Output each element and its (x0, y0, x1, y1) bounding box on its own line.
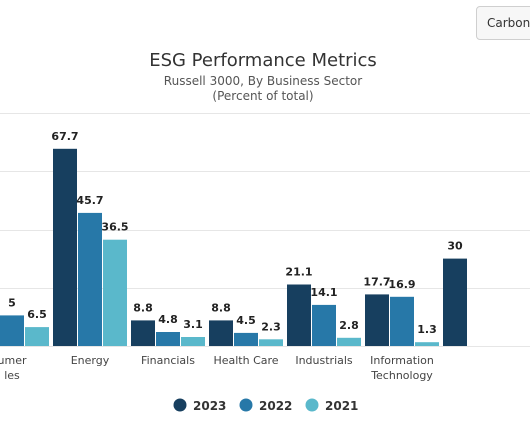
category-label: umer (0, 354, 27, 367)
bar-2023-1 (53, 148, 77, 346)
data-label-2022-2: 4.8 (158, 313, 178, 326)
category-label: Information (370, 354, 434, 367)
data-label-2023-3: 8.8 (211, 301, 231, 314)
bar-2022-3 (234, 332, 258, 346)
legend-label-2023: 2023 (193, 399, 226, 413)
category-label: Technology (370, 369, 433, 382)
category-layer: umer les Energy Financials Health Care Indust… (0, 354, 434, 382)
data-label-2023-4: 21.1 (285, 266, 312, 279)
chart-title: ESG Performance Metrics (149, 50, 377, 71)
data-label-2022-3: 4.5 (236, 314, 256, 327)
category-label: les (4, 369, 20, 382)
category-label: Energy (71, 354, 110, 367)
data-label-2022-5: 16.9 (388, 278, 415, 291)
bar-2023-3 (209, 320, 233, 346)
data-label-2021-0: 6.5 (27, 308, 47, 321)
data-label-2021-3: 2.3 (261, 320, 281, 333)
bar-2023-4 (287, 284, 311, 346)
data-label-2023-6: 30 (447, 240, 463, 253)
category-label: Industrials (295, 354, 353, 367)
bar-2022-4 (312, 304, 336, 346)
data-label-2022-0: 5 (8, 296, 16, 309)
data-label-2022-4: 14.1 (310, 286, 337, 299)
bar-2023-5 (365, 294, 389, 346)
carbon-footprint-button[interactable]: Carbon f (476, 6, 530, 40)
bar-2022-5 (390, 296, 414, 346)
legend-label-2021: 2021 (325, 399, 358, 413)
data-label-2021-4: 2.8 (339, 319, 359, 332)
data-label-2021-5: 1.3 (417, 323, 437, 336)
bar-2021-4 (337, 337, 361, 346)
bar-2022-1 (78, 212, 102, 346)
category-label: Financials (141, 354, 195, 367)
legend: 2023 2022 2021 (173, 398, 358, 413)
chart-subtitle-line-2: (Percent of total) (212, 89, 313, 103)
data-label-2022-1: 45.7 (76, 194, 103, 207)
category-label: Health Care (213, 354, 278, 367)
bar-layer (0, 148, 467, 346)
bar-2023-6 (443, 258, 467, 346)
data-label-2023-2: 8.8 (133, 301, 153, 314)
bar-2021-1 (103, 239, 127, 346)
bar-2021-5 (415, 342, 439, 346)
bar-2021-2 (181, 337, 205, 346)
legend-marker-2023 (173, 398, 187, 412)
value-layer: 67.7 8.8 8.8 21.1 17.7 30 5 45.7 4.8 4.5 14.1 16.9 6… (8, 130, 463, 336)
bar-2022-2 (156, 332, 180, 346)
data-label-2023-1: 67.7 (51, 130, 78, 143)
legend-label-2022: 2022 (259, 399, 292, 413)
data-label-2021-1: 36.5 (101, 221, 128, 234)
bar-2022-0 (0, 315, 24, 346)
data-label-2023-5: 17.7 (363, 275, 390, 288)
legend-marker-2021 (305, 398, 319, 412)
chart-subtitle-line-1: Russell 3000, By Business Sector (164, 74, 362, 88)
data-label-2021-2: 3.1 (183, 318, 203, 331)
bar-2023-2 (131, 320, 155, 346)
bar-2021-3 (259, 339, 283, 346)
legend-marker-2022 (239, 398, 253, 412)
bar-2021-0 (25, 327, 49, 346)
